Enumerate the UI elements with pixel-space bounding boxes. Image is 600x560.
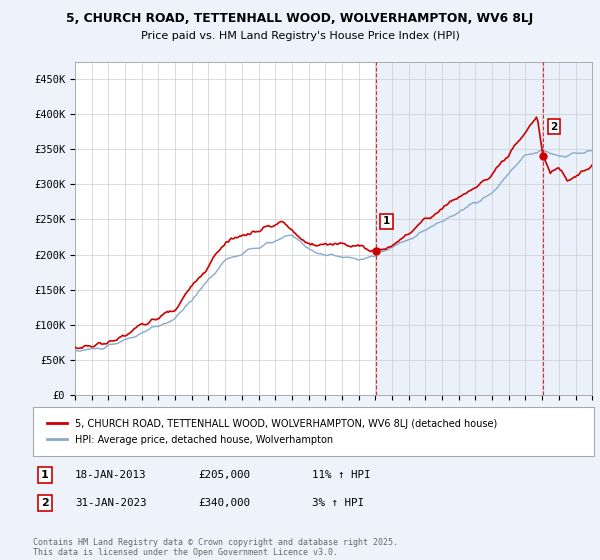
Text: £205,000: £205,000 <box>198 470 250 480</box>
Text: 1: 1 <box>383 216 390 226</box>
Bar <box>376 62 592 395</box>
Text: 1: 1 <box>41 470 49 480</box>
Text: 2: 2 <box>41 498 49 508</box>
Text: 18-JAN-2013: 18-JAN-2013 <box>75 470 146 480</box>
Text: £340,000: £340,000 <box>198 498 250 508</box>
Text: 2: 2 <box>550 122 557 132</box>
Text: Price paid vs. HM Land Registry's House Price Index (HPI): Price paid vs. HM Land Registry's House … <box>140 31 460 41</box>
Legend: 5, CHURCH ROAD, TETTENHALL WOOD, WOLVERHAMPTON, WV6 8LJ (detached house), HPI: A: 5, CHURCH ROAD, TETTENHALL WOOD, WOLVERH… <box>43 415 501 449</box>
Text: 11% ↑ HPI: 11% ↑ HPI <box>312 470 371 480</box>
Text: 31-JAN-2023: 31-JAN-2023 <box>75 498 146 508</box>
Text: 3% ↑ HPI: 3% ↑ HPI <box>312 498 364 508</box>
Text: Contains HM Land Registry data © Crown copyright and database right 2025.
This d: Contains HM Land Registry data © Crown c… <box>33 538 398 557</box>
Text: 5, CHURCH ROAD, TETTENHALL WOOD, WOLVERHAMPTON, WV6 8LJ: 5, CHURCH ROAD, TETTENHALL WOOD, WOLVERH… <box>67 12 533 25</box>
